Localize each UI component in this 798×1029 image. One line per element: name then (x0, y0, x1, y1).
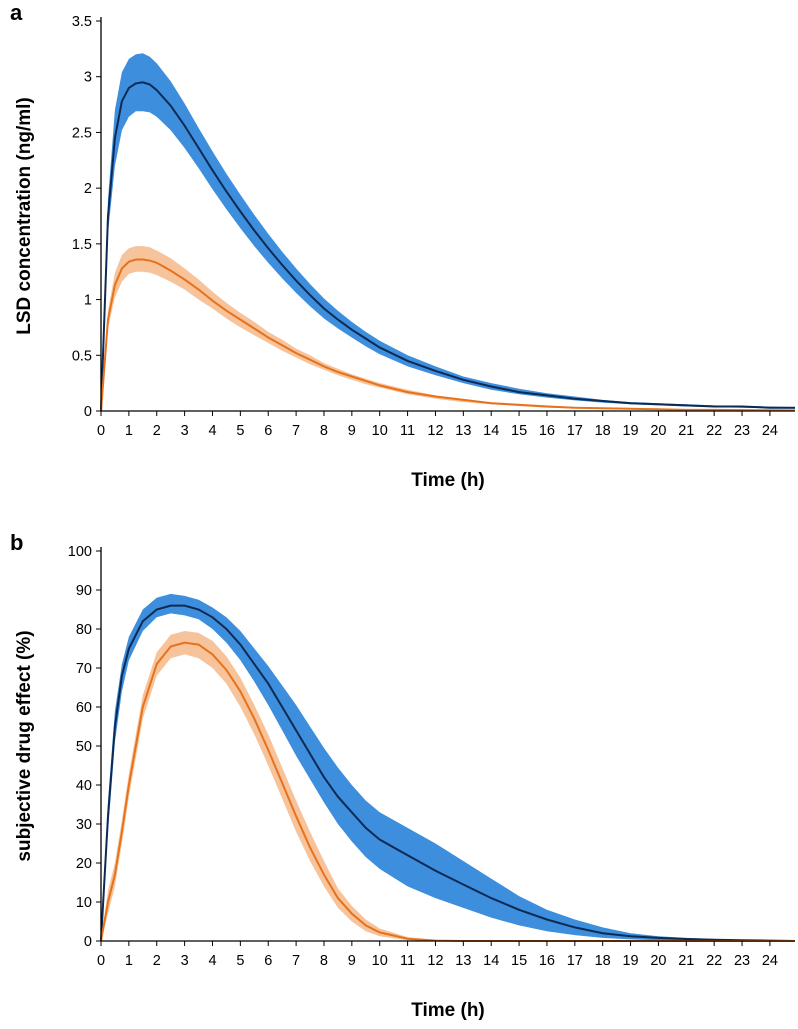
y-tick-label: 40 (76, 778, 92, 794)
x-tick-label: 7 (292, 423, 300, 439)
y-tick-label: 1.5 (72, 237, 92, 253)
x-tick-label: 12 (427, 423, 443, 439)
x-tick-label: 14 (483, 953, 499, 969)
x-tick-label: 0 (97, 423, 105, 439)
y-tick-label: 70 (76, 661, 92, 677)
x-tick-label: 5 (236, 953, 244, 969)
x-tick-label: 8 (320, 423, 328, 439)
x-tick-label: 11 (400, 953, 415, 969)
x-tick-label: 12 (427, 953, 443, 969)
y-tick-label: 50 (76, 739, 92, 755)
y-tick-label: 80 (76, 622, 92, 638)
x-tick-label: 13 (455, 423, 471, 439)
x-tick-label: 18 (595, 423, 611, 439)
y-tick-label: 0 (84, 934, 92, 950)
x-tick-label: 6 (264, 953, 272, 969)
x-axis-title-b: Time (h) (411, 1000, 485, 1021)
y-tick-label: 3.5 (72, 14, 92, 30)
y-tick-label: 20 (76, 856, 92, 872)
x-tick-label: 19 (622, 953, 638, 969)
x-tick-label: 22 (706, 423, 722, 439)
line-blue-a (100, 81, 795, 412)
panel-letter-a: a (10, 0, 23, 25)
x-tick-label: 23 (734, 953, 750, 969)
x-tick-label: 2 (153, 423, 161, 439)
x-tick-label: 16 (539, 953, 555, 969)
y-tick-label: 2.5 (72, 125, 92, 141)
x-tick-label: 10 (372, 953, 388, 969)
x-tick-label: 17 (567, 423, 583, 439)
y-tick-label: 30 (76, 817, 92, 833)
x-tick-label: 14 (483, 423, 499, 439)
x-tick-label: 5 (236, 423, 244, 439)
x-tick-label: 15 (511, 423, 527, 439)
x-tick-label: 0 (97, 953, 105, 969)
x-tick-label: 19 (622, 423, 638, 439)
y-tick-label: 2 (84, 181, 92, 197)
y-tick-label: 90 (76, 583, 92, 599)
x-tick-label: 20 (650, 423, 666, 439)
x-tick-label: 10 (372, 423, 388, 439)
x-tick-label: 2 (153, 953, 161, 969)
y-tick-label: 100 (68, 544, 92, 560)
x-tick-label: 15 (511, 953, 527, 969)
line-blue-b (100, 604, 796, 942)
band-orange-a (101, 246, 795, 411)
y-tick-label: 10 (76, 895, 92, 911)
band-blue-a (101, 53, 795, 412)
chart-a: a00.511.522.533.50 1 2 3 4 5 6 7 8 9 10 11 12 13 14 15 1… (10, 0, 796, 491)
line-orange-a (100, 258, 796, 412)
x-tick-label: 3 (181, 953, 189, 969)
x-tick-label: 1 (125, 423, 133, 439)
x-tick-label: 21 (678, 953, 694, 969)
x-tick-label: 7 (292, 953, 300, 969)
x-tick-label: 9 (348, 423, 356, 439)
y-tick-label: 0 (84, 404, 92, 420)
x-tick-label: 4 (208, 423, 216, 439)
x-tick-label: 17 (567, 953, 583, 969)
y-axis-title-a: LSD concentration (ng/ml) (14, 97, 35, 335)
x-tick-label: 4 (208, 953, 216, 969)
y-tick-label: 1 (84, 293, 92, 309)
panel-letter-b: b (10, 530, 23, 555)
x-tick-label: 16 (539, 423, 555, 439)
x-axis-title-a: Time (h) (411, 470, 485, 491)
y-tick-label: 3 (84, 70, 92, 86)
x-tick-label: 20 (650, 953, 666, 969)
x-tick-label: 18 (595, 953, 611, 969)
x-tick-label: 11 (400, 423, 415, 439)
x-tick-label: 21 (678, 423, 694, 439)
y-axis-title-b: subjective drug effect (%) (14, 630, 35, 861)
y-tick-label: 0.5 (72, 348, 92, 364)
x-tick-label: 9 (348, 953, 356, 969)
x-tick-label: 6 (264, 423, 272, 439)
x-tick-label: 24 (762, 423, 778, 439)
y-tick-label: 60 (76, 700, 92, 716)
x-tick-label: 8 (320, 953, 328, 969)
band-blue-b (101, 593, 795, 941)
x-tick-label: 1 (125, 953, 133, 969)
x-tick-label: 23 (734, 423, 750, 439)
x-tick-label: 22 (706, 953, 722, 969)
x-tick-label: 3 (181, 423, 189, 439)
x-tick-label: 24 (762, 953, 778, 969)
x-tick-label: 13 (455, 953, 471, 969)
